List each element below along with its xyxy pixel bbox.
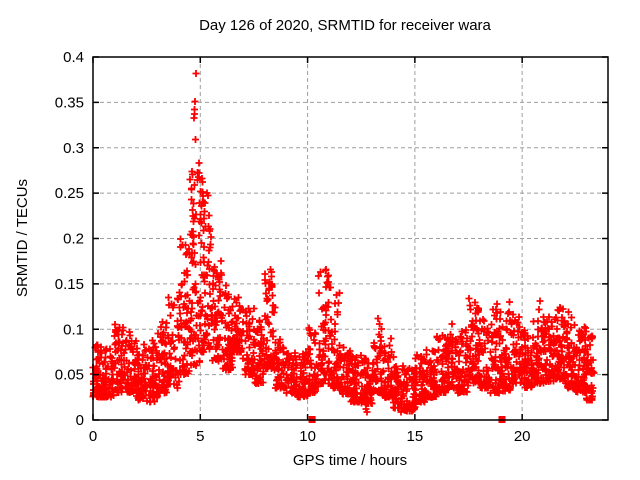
x-axis-label: GPS time / hours xyxy=(293,452,407,469)
axis-ticks xyxy=(92,56,608,421)
y-tick-label: 0.25 xyxy=(55,185,84,202)
y-tick-label: 0.35 xyxy=(55,94,84,111)
y-tick-label: 0.2 xyxy=(63,231,84,248)
y-tick-label: 0 xyxy=(76,412,84,429)
data-points xyxy=(89,70,598,416)
y-axis-label: SRMTID / TECUs xyxy=(14,179,31,297)
y-tick-label: 0.4 xyxy=(63,49,84,66)
x-tick-label: 20 xyxy=(514,428,531,445)
x-tick-label: 0 xyxy=(89,428,97,445)
x-tick-labels: 0 5 10 15 20 xyxy=(89,428,531,445)
y-tick-label: 0.05 xyxy=(55,367,84,384)
y-tick-label: 0.1 xyxy=(63,321,84,338)
x-tick-label: 10 xyxy=(299,428,316,445)
y-tick-label: 0.15 xyxy=(55,276,84,293)
chart-title: Day 126 of 2020, SRMTID for receiver war… xyxy=(199,17,491,34)
y-tick-label: 0.3 xyxy=(63,140,84,157)
x-tick-label: 5 xyxy=(196,428,204,445)
scatter-series xyxy=(89,70,598,416)
y-tick-labels: 0 0.05 0.1 0.15 0.2 0.25 0.3 0.35 0.4 xyxy=(55,49,84,429)
x-tick-label: 15 xyxy=(407,428,424,445)
